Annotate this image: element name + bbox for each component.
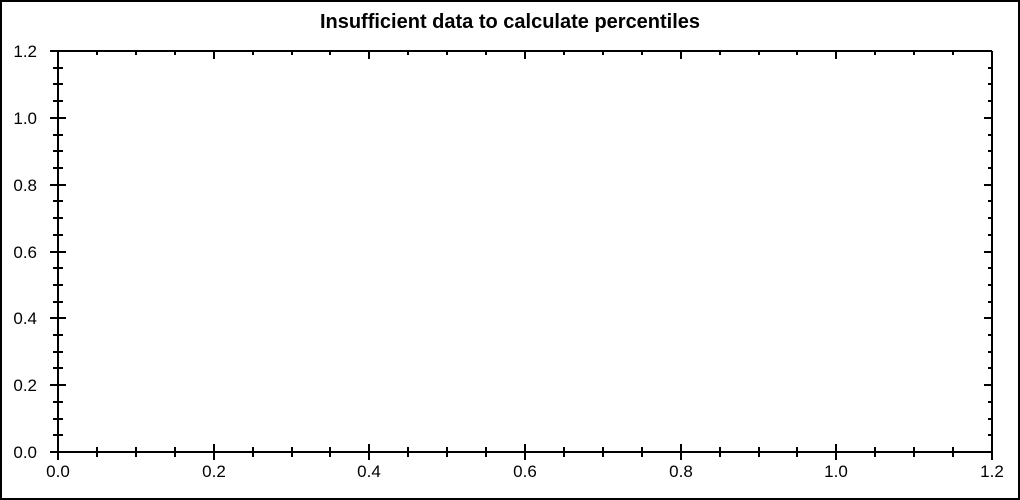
x-tick-label: 1.2 — [980, 462, 1004, 481]
x-tick-label: 0.2 — [202, 462, 226, 481]
y-tick-label: 0.6 — [13, 243, 37, 262]
y-tick-label: 1.2 — [13, 42, 37, 61]
y-tick-label: 0.0 — [13, 443, 37, 462]
chart-title: Insufficient data to calculate percentil… — [319, 11, 701, 33]
y-tick-label: 0.2 — [13, 376, 37, 395]
x-tick-label: 1.0 — [824, 462, 848, 481]
x-tick-label: 0.8 — [669, 462, 693, 481]
y-tick-label: 0.8 — [13, 176, 37, 195]
y-tick-label: 1.0 — [13, 109, 37, 128]
x-tick-label: 0.4 — [357, 462, 381, 481]
x-tick-label: 0.6 — [513, 462, 537, 481]
x-tick-label: 0.0 — [46, 462, 70, 481]
y-tick-label: 0.4 — [13, 309, 37, 328]
